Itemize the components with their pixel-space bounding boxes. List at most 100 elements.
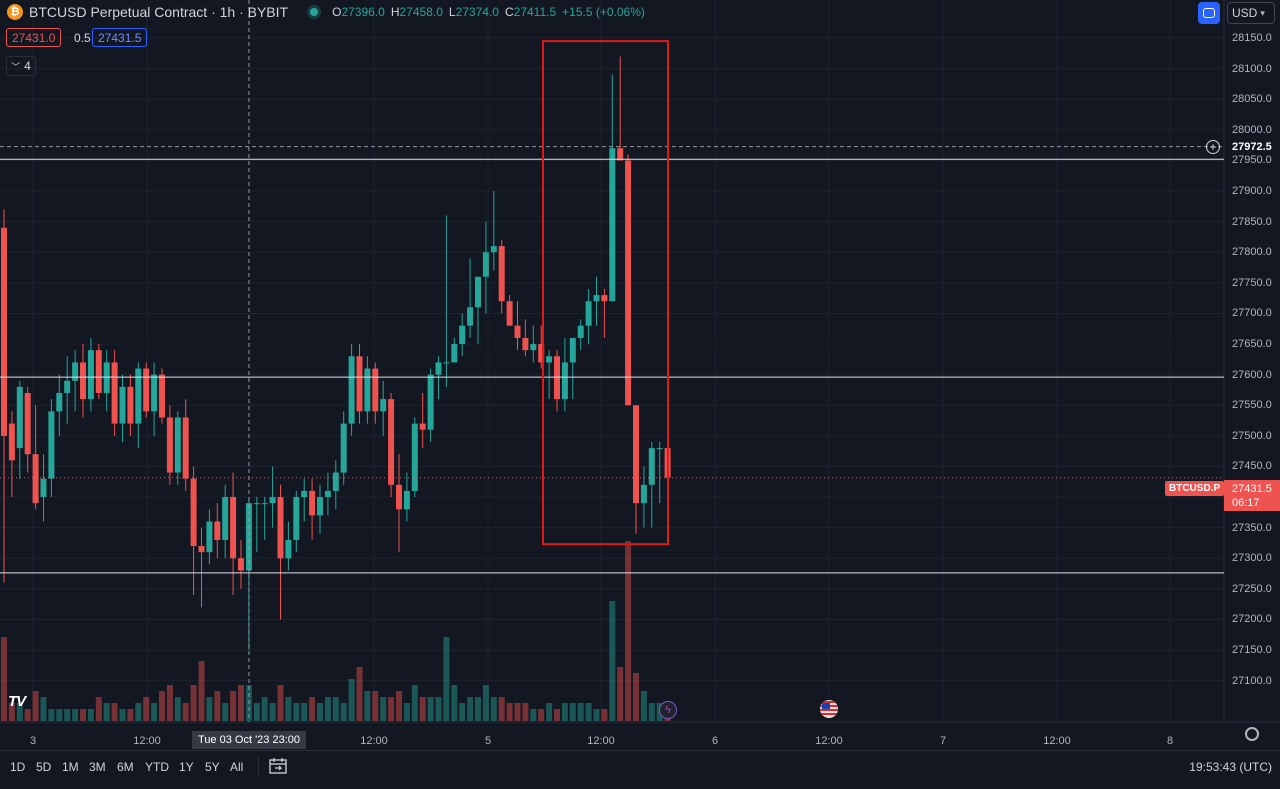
volume-bar — [293, 703, 300, 721]
volume-bar — [411, 685, 418, 721]
candle-body — [435, 362, 442, 375]
indicator-count: 4 — [24, 59, 31, 73]
candle-body — [561, 362, 568, 400]
volume-bar — [301, 703, 308, 721]
volume-bar — [380, 697, 387, 721]
volume-bar — [32, 691, 39, 721]
volume-bar — [127, 709, 134, 721]
volume-bar — [277, 685, 284, 721]
range-button-6m[interactable]: 6M — [117, 760, 134, 774]
candle-body — [411, 423, 418, 491]
time-axis-label: 7 — [939, 735, 947, 747]
range-button-all[interactable]: All — [230, 760, 244, 774]
volume-bar — [475, 697, 481, 721]
volume-layer — [1, 541, 671, 721]
candle-body — [238, 558, 244, 571]
us-flag-event-icon[interactable] — [820, 700, 838, 718]
volume-bar — [119, 709, 126, 721]
volume-bar — [182, 703, 189, 721]
goto-date-icon[interactable] — [268, 756, 288, 776]
range-button-3m[interactable]: 3M — [89, 760, 106, 774]
ohlc-values: O27396.0 H27458.0 L27374.0 C27411.5 +15.5 (+… — [332, 5, 645, 19]
volume-bar — [482, 685, 489, 721]
candle-body — [190, 478, 197, 547]
fullscreen-button[interactable] — [1198, 2, 1220, 24]
range-button-5d[interactable]: 5D — [36, 760, 52, 774]
candle-body — [648, 448, 655, 485]
price-axis-label: 27800.0 — [1232, 246, 1272, 259]
volume-bar — [506, 703, 513, 721]
volume-bar — [617, 667, 624, 721]
lightning-event-icon[interactable]: ϟ — [659, 701, 677, 719]
candle-body — [467, 307, 474, 326]
ohlc-item: C27411.5 — [505, 5, 556, 19]
volume-bar — [633, 673, 639, 721]
ohlc-item: H27458.0 — [391, 5, 443, 19]
price-axis-label: 27300.0 — [1232, 552, 1272, 565]
volume-bar — [459, 703, 466, 721]
time-axis-label: 12:00 — [1043, 735, 1071, 747]
candle-body — [340, 423, 347, 473]
volume-bar — [222, 703, 229, 721]
tradingview-logo[interactable]: TV — [8, 693, 26, 710]
ohlc-value: 27458.0 — [399, 5, 443, 19]
candle-body — [317, 497, 323, 516]
range-button-1y[interactable]: 1Y — [179, 760, 194, 774]
volume-bar — [159, 691, 165, 721]
range-button-1m[interactable]: 1M — [62, 760, 79, 774]
volume-bar — [206, 697, 213, 721]
volume-bar — [435, 697, 442, 721]
volume-bar — [166, 685, 173, 721]
candle-body — [364, 368, 371, 412]
volume-bar — [269, 703, 276, 721]
volume-bar — [356, 667, 363, 721]
range-button-5y[interactable]: 5Y — [205, 760, 220, 774]
price-axis-label: 28150.0 — [1232, 32, 1272, 45]
volume-bar — [24, 709, 31, 721]
symbol-title[interactable]: BTCUSD Perpetual Contract · 1h · BYBIT — [29, 4, 289, 20]
range-button-ytd[interactable]: YTD — [145, 760, 169, 774]
currency-selector[interactable]: USD ▾ — [1227, 2, 1275, 24]
candle-body — [356, 356, 363, 412]
candle-body — [514, 325, 521, 338]
range-button-1d[interactable]: 1D — [10, 760, 26, 774]
indicators-toggle[interactable]: ﹀ 4 — [6, 56, 36, 76]
volume-bar — [87, 709, 94, 721]
candle-body — [569, 337, 576, 363]
ohlc-value: 27396.0 — [341, 5, 385, 19]
overlay-layer — [0, 0, 1224, 722]
price-axis-label: 27150.0 — [1232, 644, 1272, 657]
volume-bar — [569, 703, 576, 721]
candle-body — [198, 546, 205, 553]
settings-gear-icon[interactable] — [1245, 727, 1259, 741]
volume-bar — [577, 703, 584, 721]
buy-price-button[interactable]: 27431.5 — [92, 28, 148, 47]
candle-body — [166, 417, 173, 473]
bottom-toolbar — [0, 750, 1280, 789]
symbol-price-tag: BTCUSD.P — [1165, 481, 1225, 496]
candle-body — [285, 539, 292, 559]
candle-body — [324, 490, 331, 498]
ohlc-key: L — [448, 5, 456, 19]
candle-body — [609, 148, 616, 302]
volume-bar — [625, 541, 632, 721]
candle-body — [230, 497, 237, 559]
volume-bar — [530, 709, 537, 721]
volume-bar — [609, 601, 616, 721]
volume-bar — [561, 703, 568, 721]
candle-body — [522, 337, 529, 351]
price-axis-label: 28000.0 — [1232, 123, 1272, 136]
volume-bar — [40, 697, 47, 721]
sell-price-button[interactable]: 27431.0 — [6, 28, 62, 47]
spread-value: 0.5 — [74, 30, 91, 45]
candle-body — [174, 417, 181, 473]
utc-clock[interactable]: 19:53:43 (UTC) — [1189, 760, 1272, 774]
crosshair-add-icon[interactable]: + — [1206, 139, 1220, 154]
candle-body — [119, 386, 126, 424]
candle-body — [498, 246, 505, 302]
volume-bar — [64, 709, 71, 721]
volume-bar — [174, 697, 181, 721]
volume-bar — [1, 637, 7, 721]
volume-bar — [593, 709, 600, 721]
